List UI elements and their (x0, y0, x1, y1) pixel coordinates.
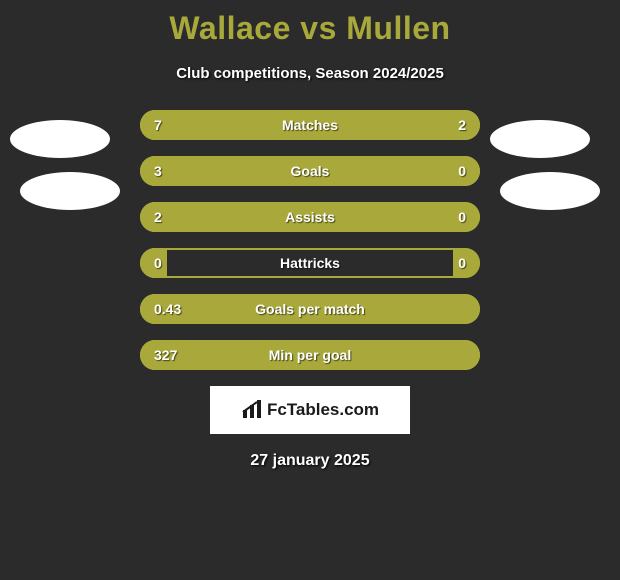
stat-label: Hattricks (140, 248, 480, 278)
player-avatar-left (20, 172, 120, 210)
player-avatar-right (490, 120, 590, 158)
stat-row: 7Matches2 (140, 110, 480, 140)
stat-label: Assists (140, 202, 480, 232)
stat-value-right: 0 (458, 248, 466, 278)
player-avatar-left (10, 120, 110, 158)
stat-row: 0.43Goals per match (140, 294, 480, 324)
stat-value-right: 0 (458, 156, 466, 186)
subtitle: Club competitions, Season 2024/2025 (0, 65, 620, 82)
stat-label: Goals (140, 156, 480, 186)
page-title: Wallace vs Mullen (0, 0, 620, 47)
date-label: 27 january 2025 (0, 452, 620, 470)
fctables-logo: FcTables.com (210, 386, 410, 434)
stat-row: 2Assists0 (140, 202, 480, 232)
logo-text: FcTables.com (267, 400, 379, 420)
player-avatar-right (500, 172, 600, 210)
stat-label: Min per goal (140, 340, 480, 370)
chart-icon (241, 400, 263, 420)
stat-value-right: 2 (458, 110, 466, 140)
stat-row: 327Min per goal (140, 340, 480, 370)
stat-label: Goals per match (140, 294, 480, 324)
stat-row: 0Hattricks0 (140, 248, 480, 278)
stat-value-right: 0 (458, 202, 466, 232)
stat-label: Matches (140, 110, 480, 140)
stat-row: 3Goals0 (140, 156, 480, 186)
